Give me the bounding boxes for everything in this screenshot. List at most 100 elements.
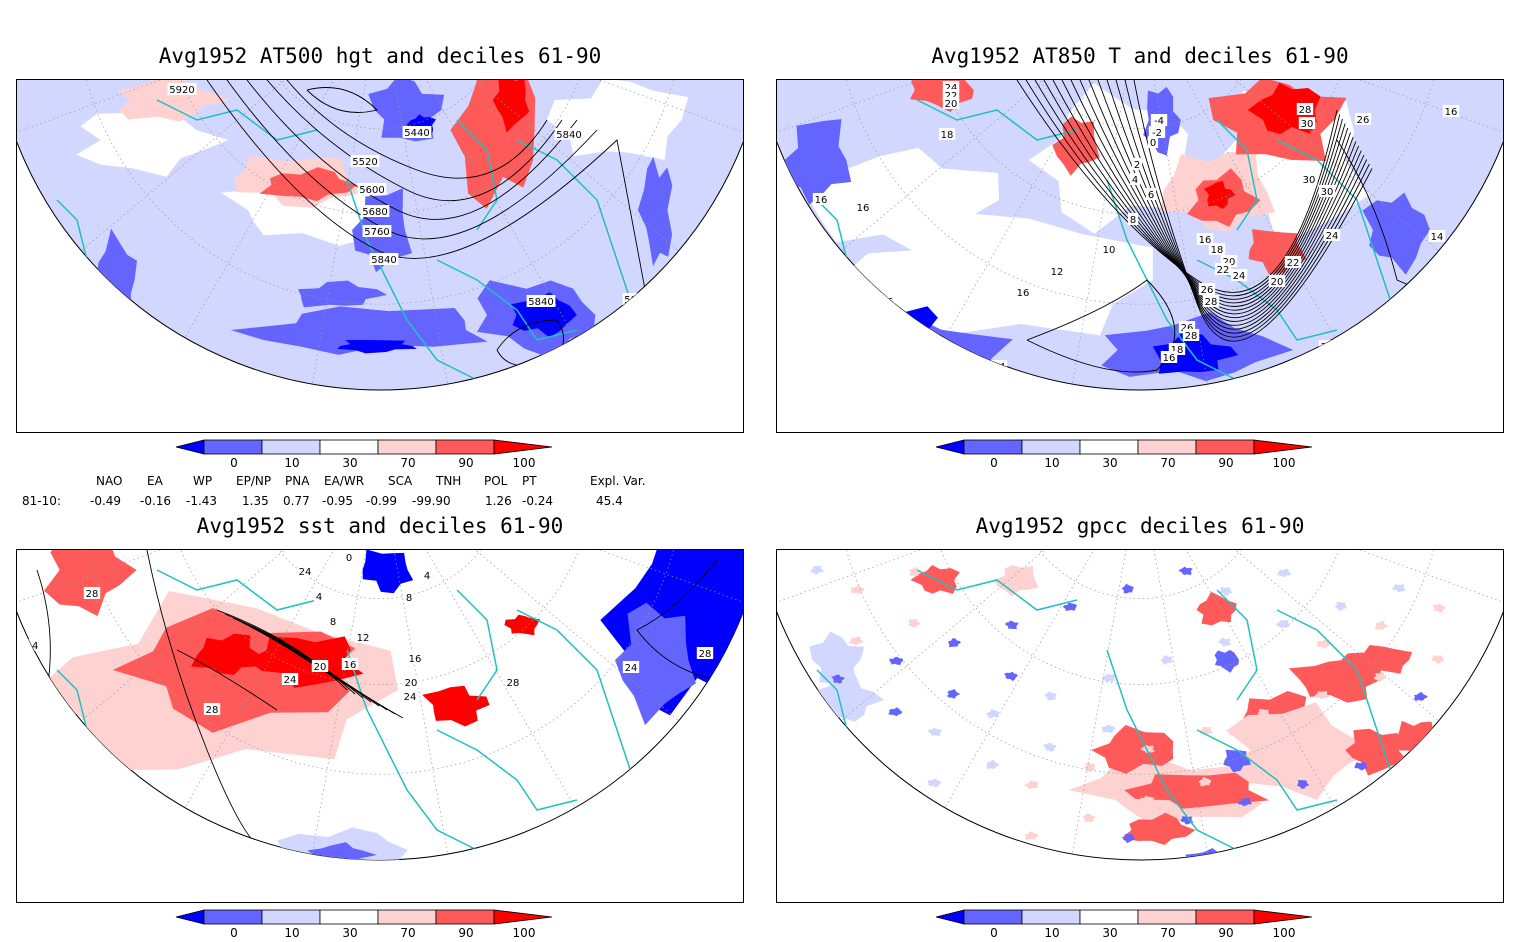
colorbar-segment — [1021, 909, 1081, 925]
contour-label: 22 — [1214, 263, 1232, 276]
svg-text:5920: 5920 — [169, 85, 194, 96]
index-value: -0.49 — [90, 494, 122, 508]
decile-region — [637, 156, 673, 267]
coastline-europe-africa — [346, 649, 478, 851]
contour-line — [1079, 80, 1357, 319]
contour-line — [1052, 80, 1349, 307]
svg-text:16: 16 — [881, 297, 894, 308]
contour-label: 4 — [421, 569, 433, 582]
precip-decile-speckle — [1393, 832, 1407, 843]
contour-label: 14 — [1428, 230, 1446, 243]
svg-text:16: 16 — [857, 203, 870, 214]
decile-region — [362, 550, 414, 594]
latlon-grid — [17, 550, 743, 855]
precip-decile-speckle — [1238, 797, 1252, 807]
precip-decile-region — [1121, 812, 1196, 845]
teleconnection-index-table: NAO EA WP EP/NP PNA EA/WR SCA TNH POL PT… — [22, 474, 702, 514]
coastline-asia — [516, 609, 638, 791]
contour-label: 16 — [1014, 286, 1032, 299]
contour-line — [1025, 80, 1341, 297]
svg-text:22: 22 — [1287, 258, 1300, 269]
contour-label: 5760 — [362, 225, 392, 238]
colorbar-tick-label: 0 — [990, 456, 998, 470]
precip-decile-speckle — [1335, 850, 1349, 860]
index-row-label: 81-10: — [22, 494, 61, 508]
index-header: PNA — [285, 474, 310, 488]
precip-decile-speckle — [1295, 830, 1308, 840]
index-value: -0.24 — [522, 494, 554, 508]
contour-line — [1097, 80, 1362, 326]
coastline-greenland — [916, 569, 1078, 611]
colorbar-tick-label: 0 — [230, 926, 238, 940]
map-at500: 5920 5440 5840 5520 5600 5680 5760 5840 5840 5840 — [16, 79, 744, 433]
index-header: NAO — [96, 474, 123, 488]
precip-decile-speckle — [811, 813, 826, 824]
index-header: Expl. Var. — [590, 474, 646, 488]
precip-decile-speckle — [1391, 584, 1406, 593]
contour-label: 24 — [1323, 229, 1341, 242]
colorbar-tick-label: 10 — [1044, 456, 1059, 470]
coastline-scandinavia — [456, 589, 498, 701]
contour-label: -2 — [1148, 126, 1166, 139]
decile-region — [783, 119, 852, 205]
svg-text:28: 28 — [1185, 331, 1198, 342]
precip-decile-speckle — [1276, 568, 1291, 578]
contour-label: 28 — [696, 647, 714, 660]
colorbar-tick-label: 100 — [1273, 456, 1296, 470]
contour-label: 20 — [1268, 275, 1286, 288]
contour-line — [1026, 279, 1176, 373]
contour-label: 24 — [401, 690, 419, 703]
precip-decile-speckle — [1374, 620, 1389, 631]
index-value: 45.4 — [596, 494, 623, 508]
contour-line — [1115, 80, 1368, 334]
contour-line — [1016, 80, 1338, 293]
colorbar-tick-label: 0 — [990, 926, 998, 940]
precip-decile-region — [1345, 728, 1407, 776]
precip-decile-speckle — [1180, 816, 1194, 825]
contour-label: 16 — [341, 658, 359, 671]
svg-text:30: 30 — [1303, 175, 1316, 186]
precip-decile-speckle — [1005, 620, 1019, 630]
contour-label: 24 — [296, 565, 314, 578]
svg-text:16: 16 — [1163, 353, 1176, 364]
contour-label: 12 — [1048, 265, 1066, 278]
svg-text:4: 4 — [316, 592, 322, 603]
colorbar-segment — [377, 439, 437, 455]
contour-label: 24 — [281, 673, 299, 686]
index-header: TNH — [436, 474, 462, 488]
contour-line — [216, 609, 348, 691]
svg-text:30: 30 — [1301, 119, 1314, 130]
colorbar-segment — [1137, 909, 1197, 925]
svg-text:24: 24 — [1326, 231, 1339, 242]
coastline-scandinavia — [1216, 589, 1258, 701]
contour-label: 28 — [203, 703, 221, 716]
colorbar-arrow-high — [493, 909, 553, 925]
contour-label: 20 — [942, 97, 960, 110]
colorbar-tick-label: 70 — [1160, 926, 1175, 940]
contour-label: 0 — [1147, 136, 1159, 149]
precip-decile-speckle — [946, 689, 961, 699]
contour-label: 18 — [1318, 340, 1336, 353]
contour-label: 16 — [854, 201, 872, 214]
contour-label: 8 — [403, 591, 415, 604]
contour-label: -4 — [1150, 114, 1168, 127]
colorbar-tick-label: 30 — [1102, 926, 1117, 940]
precip-decile-speckle — [1373, 672, 1387, 682]
colorbar-tick-label: 10 — [284, 926, 299, 940]
contour-label: 30 — [1318, 185, 1336, 198]
svg-text:18: 18 — [1321, 342, 1334, 353]
panel-title-sst: Avg1952 sst and deciles 61-90 — [196, 514, 564, 538]
precip-decile-speckle — [848, 636, 863, 646]
latlon-grid — [777, 550, 1503, 855]
index-header: WP — [193, 474, 213, 488]
precip-decile-speckle — [831, 725, 844, 736]
svg-text:30: 30 — [1321, 187, 1334, 198]
svg-text:22: 22 — [945, 91, 958, 102]
svg-text:16: 16 — [1445, 107, 1458, 118]
contour-label: 16 — [406, 652, 424, 665]
colorbar-gpcc: 0 10 30 70 90 100 — [935, 908, 1346, 942]
colorbar-segment — [963, 909, 1023, 925]
contour-line — [1106, 80, 1365, 330]
precip-decile-region — [993, 565, 1039, 597]
contour-line — [1061, 80, 1351, 311]
